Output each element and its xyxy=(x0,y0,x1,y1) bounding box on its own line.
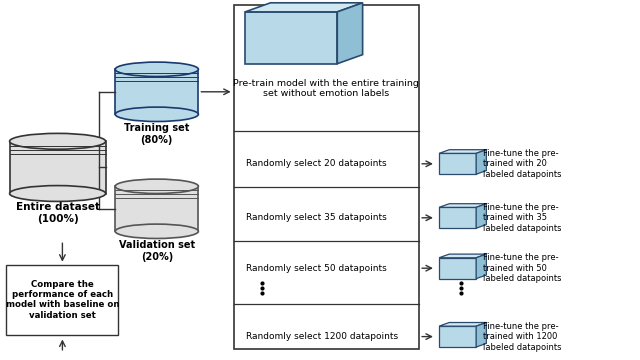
Text: Training set
(80%): Training set (80%) xyxy=(124,123,189,145)
Ellipse shape xyxy=(115,224,198,239)
Ellipse shape xyxy=(115,107,198,122)
Ellipse shape xyxy=(115,62,198,77)
Text: Fine-tune the pre-
trained with 35
labeled datapoints: Fine-tune the pre- trained with 35 label… xyxy=(483,203,562,233)
FancyBboxPatch shape xyxy=(115,186,198,231)
Polygon shape xyxy=(439,150,486,153)
Text: Randomly select 35 datapoints: Randomly select 35 datapoints xyxy=(246,213,387,222)
Text: Fine-tune the pre-
trained with 50
labeled datapoints: Fine-tune the pre- trained with 50 label… xyxy=(483,253,562,283)
Polygon shape xyxy=(439,153,476,174)
Text: Validation set
(20%): Validation set (20%) xyxy=(119,240,195,262)
Polygon shape xyxy=(476,150,486,174)
Text: Randomly select 50 datapoints: Randomly select 50 datapoints xyxy=(246,264,387,273)
Ellipse shape xyxy=(10,133,106,149)
Polygon shape xyxy=(476,323,486,347)
Text: Compare the
performance of each
model with baseline on
validation set: Compare the performance of each model wi… xyxy=(6,280,119,320)
Polygon shape xyxy=(337,3,363,64)
Polygon shape xyxy=(439,204,486,207)
Text: Randomly select 20 datapoints: Randomly select 20 datapoints xyxy=(246,159,387,168)
FancyBboxPatch shape xyxy=(115,69,198,114)
Polygon shape xyxy=(245,12,337,64)
Polygon shape xyxy=(439,323,486,326)
FancyBboxPatch shape xyxy=(234,5,419,349)
FancyBboxPatch shape xyxy=(10,141,106,194)
Ellipse shape xyxy=(10,186,106,201)
Text: Entire dataset
(100%): Entire dataset (100%) xyxy=(15,202,100,224)
Text: Fine-tune the pre-
trained with 1200
labeled datapoints: Fine-tune the pre- trained with 1200 lab… xyxy=(483,322,562,351)
Text: Pre-train model with the entire training
set without emotion labels: Pre-train model with the entire training… xyxy=(234,78,419,98)
FancyBboxPatch shape xyxy=(6,265,118,335)
Text: Randomly select 1200 datapoints: Randomly select 1200 datapoints xyxy=(246,332,399,341)
Polygon shape xyxy=(245,3,363,12)
Polygon shape xyxy=(476,204,486,228)
Text: Fine-tune the pre-
trained with 20
labeled datapoints: Fine-tune the pre- trained with 20 label… xyxy=(483,149,562,179)
Ellipse shape xyxy=(115,179,198,194)
Polygon shape xyxy=(439,258,476,279)
Polygon shape xyxy=(439,207,476,228)
Polygon shape xyxy=(476,254,486,279)
Polygon shape xyxy=(439,254,486,258)
Polygon shape xyxy=(439,326,476,347)
